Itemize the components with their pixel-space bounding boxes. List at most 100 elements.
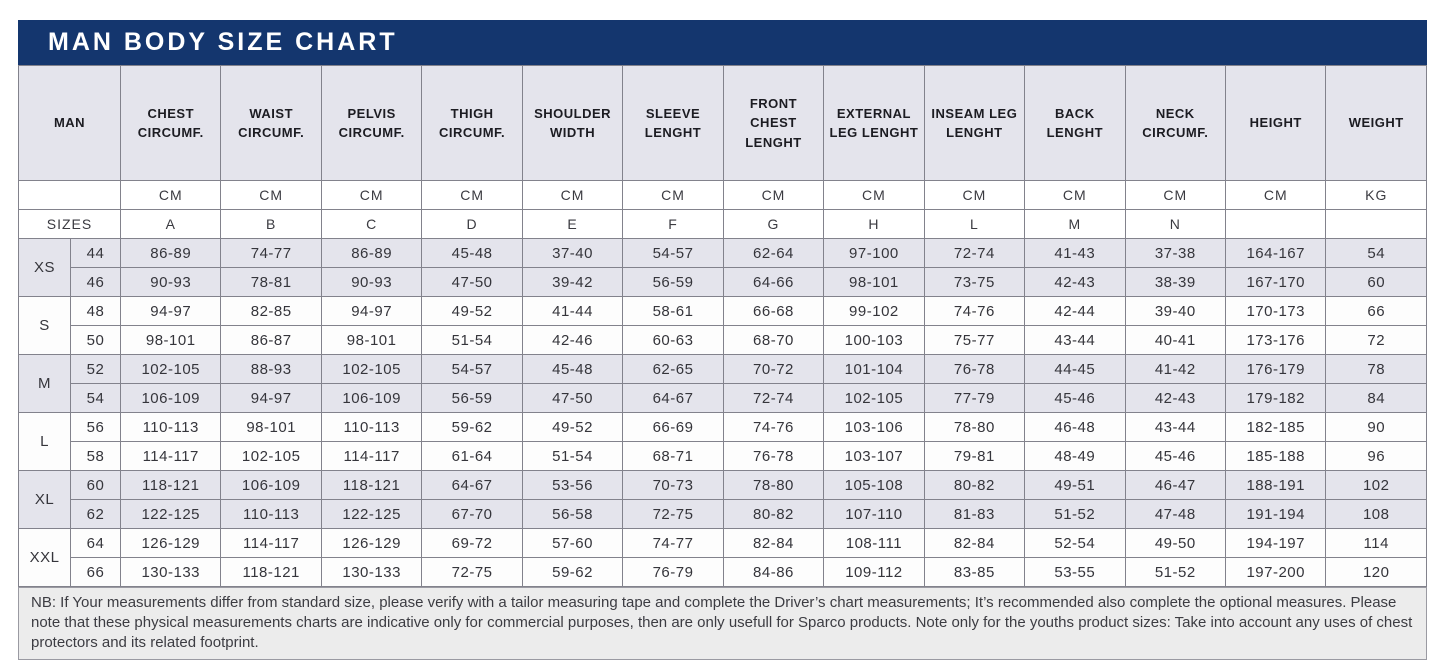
unit-cell: KG	[1325, 180, 1427, 210]
measurement-cell: 43-44	[1124, 412, 1227, 442]
table-row: 66 130-133 118-121 130-133 72-75 59-62 76-79 84…	[19, 557, 1427, 587]
header-row: MAN CHEST CIRCUMF. WAIST CIRCUMF. PELVIS CI…	[17, 65, 1427, 181]
measurement-cell: 99-102	[823, 296, 925, 326]
measurement-cell: 126-129	[320, 528, 423, 558]
measurement-cell: 98-101	[120, 325, 222, 355]
column-header: INSEAM LEG LENGHT	[923, 65, 1026, 181]
measurement-cell: 126-129	[120, 528, 222, 558]
column-header: FRONT CHEST LENGHT	[722, 65, 825, 181]
table-row: 50 98-101 86-87 98-101 51-54 42-46 60-63 68-70 1…	[19, 325, 1427, 355]
measurement-cell: 42-44	[1024, 296, 1126, 326]
column-header: MAN	[17, 65, 122, 181]
measurement-cell: 110-113	[120, 412, 222, 442]
measurement-cell: 108	[1325, 499, 1427, 529]
measurement-cell: 179-182	[1224, 383, 1327, 413]
measurement-cell: 73-75	[923, 267, 1026, 297]
measurement-cell: 39-42	[521, 267, 624, 297]
table-row: 54 106-109 94-97 106-109 56-59 47-50 64-67 72-7…	[19, 383, 1427, 413]
table-row: M 52 102-105 88-93 102-105 54-57 45-48 62-65 70-…	[18, 354, 1427, 413]
measurement-cell: 54-57	[421, 354, 523, 384]
letter-cell: H	[823, 209, 925, 239]
column-header: WAIST CIRCUMF.	[220, 65, 322, 181]
size-group-label: XS	[18, 238, 71, 297]
measurement-cell: 37-40	[521, 238, 624, 268]
measurement-cell: 81-83	[923, 499, 1026, 529]
measurement-cell: 185-188	[1224, 441, 1327, 471]
measurement-cell: 58-61	[622, 296, 724, 326]
letter-cell: A	[120, 209, 222, 239]
size-group-label: XXL	[18, 528, 71, 587]
size-value-cell: 62	[69, 499, 122, 529]
measurement-cell: 42-43	[1124, 383, 1227, 413]
measurement-cell: 97-100	[823, 238, 925, 268]
column-header: CHEST CIRCUMF.	[120, 65, 222, 181]
measurement-cell: 84-86	[722, 557, 825, 587]
measurement-cell: 103-107	[823, 441, 925, 471]
unit-cell: CM	[1224, 180, 1327, 210]
letter-cell: C	[320, 209, 423, 239]
measurement-cell: 182-185	[1224, 412, 1327, 442]
size-value-cell: 64	[69, 528, 122, 558]
table-row: S 48 94-97 82-85 94-97 49-52 41-44 58-61 66-68 99…	[18, 296, 1427, 355]
measurement-cell: 107-110	[823, 499, 925, 529]
measurement-cell: 114	[1325, 528, 1427, 558]
measurement-cell: 59-62	[421, 412, 523, 442]
table-row: L 56 110-113 98-101 110-113 59-62 49-52 66-69 74…	[18, 412, 1427, 471]
unit-cell: CM	[923, 180, 1026, 210]
measurement-cell: 83-85	[923, 557, 1026, 587]
measurement-cell: 74-77	[220, 238, 322, 268]
measurement-cell: 102-105	[823, 383, 925, 413]
measurement-cell: 103-106	[823, 412, 925, 442]
size-group-label: XL	[18, 470, 71, 529]
column-header: HEIGHT	[1224, 65, 1327, 181]
measurement-cell: 44-45	[1024, 354, 1126, 384]
measurement-cell: 78-80	[722, 470, 825, 500]
measurement-cell: 64-67	[622, 383, 724, 413]
measurement-cell: 45-46	[1124, 441, 1227, 471]
column-header: THIGH CIRCUMF.	[421, 65, 523, 181]
size-group-label: L	[18, 412, 71, 471]
measurement-cell: 94-97	[120, 296, 222, 326]
measurement-cell: 72	[1325, 325, 1427, 355]
size-value-cell: 58	[69, 441, 122, 471]
measurement-cell: 118-121	[220, 557, 322, 587]
size-value-cell: 50	[69, 325, 122, 355]
measurement-cell: 76-78	[722, 441, 825, 471]
measurement-cell: 114-117	[320, 441, 423, 471]
measurement-cell: 62-64	[722, 238, 825, 268]
unit-cell: CM	[320, 180, 423, 210]
measurement-cell: 72-75	[421, 557, 523, 587]
size-value-cell: 60	[69, 470, 122, 500]
measurement-cell: 70-73	[622, 470, 724, 500]
measurement-cell: 109-112	[823, 557, 925, 587]
size-data-rows: XS 44 86-89 74-77 86-89 45-48 37-40 54-57 62-64 9…	[18, 238, 1427, 587]
column-header: SLEEVE LENGHT	[622, 65, 724, 181]
measurement-cell: 167-170	[1224, 267, 1327, 297]
column-header: WEIGHT	[1325, 65, 1427, 181]
measurement-cell: 84	[1325, 383, 1427, 413]
column-header: SHOULDER WIDTH	[521, 65, 624, 181]
measurement-cell: 80-82	[923, 470, 1026, 500]
measurement-cell: 118-121	[120, 470, 222, 500]
measurement-cell: 53-56	[521, 470, 624, 500]
measurement-cell: 78	[1325, 354, 1427, 384]
size-value-cell: 48	[69, 296, 122, 326]
measurement-cell: 176-179	[1224, 354, 1327, 384]
measurement-cell: 72-75	[622, 499, 724, 529]
measurement-cell: 76-78	[923, 354, 1026, 384]
table-row: 58 114-117 102-105 114-117 61-64 51-54 68-71 76…	[19, 441, 1427, 471]
measurement-cell: 67-70	[421, 499, 523, 529]
measurement-cell: 66-69	[622, 412, 724, 442]
measurement-cell: 108-111	[823, 528, 925, 558]
measurement-cell: 49-52	[421, 296, 523, 326]
measurement-cell: 53-55	[1024, 557, 1126, 587]
measurement-cell: 68-70	[722, 325, 825, 355]
unit-cell: CM	[521, 180, 624, 210]
column-header: EXTERNAL LEG LENGHT	[823, 65, 925, 181]
measurement-cell: 51-54	[421, 325, 523, 355]
measurement-cell: 72-74	[722, 383, 825, 413]
measurement-cell: 90-93	[120, 267, 222, 297]
table-head: MAN CHEST CIRCUMF. WAIST CIRCUMF. PELVIS CI…	[17, 65, 1427, 181]
footnote-text: NB: If Your measurements differ from sta…	[31, 594, 1413, 651]
size-value-cell: 52	[69, 354, 122, 384]
